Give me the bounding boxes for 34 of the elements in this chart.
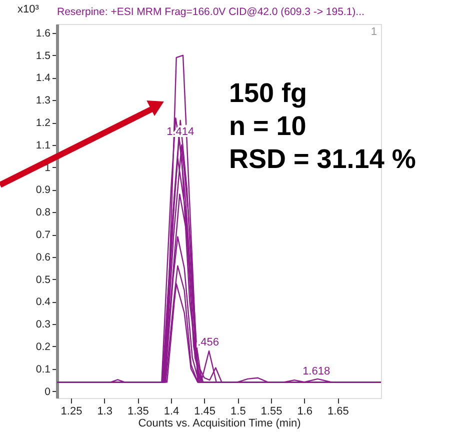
annotation: RSD = 31.14 % bbox=[229, 144, 416, 174]
annotation: 150 fg bbox=[229, 78, 308, 108]
y-tick-label: 1.4 bbox=[36, 72, 51, 84]
y-tick-label: 1.1 bbox=[36, 139, 51, 152]
x-tick-label: 1.4 bbox=[164, 406, 180, 418]
y-tick-label: 1.5 bbox=[36, 50, 51, 62]
x-axis-title: Counts vs. Acquisition Time (min) bbox=[138, 418, 301, 430]
x-tick-label: 1.6 bbox=[297, 406, 312, 418]
y-tick-label: 1.3 bbox=[36, 94, 51, 107]
annotation: 1.618 bbox=[302, 366, 330, 378]
annotation: .456 bbox=[198, 336, 220, 348]
y-tick-label: 0.2 bbox=[36, 340, 51, 353]
x-tick-label: 1.3 bbox=[97, 406, 112, 418]
x-tick-label: 1.5 bbox=[230, 406, 246, 418]
y-tick-label: 0 bbox=[44, 386, 51, 398]
y-tick-label: 1.2 bbox=[36, 117, 51, 130]
y-tick-label: 0.7 bbox=[36, 229, 51, 242]
y-tick-label: 0.5 bbox=[36, 274, 51, 286]
y-tick-label: 0.8 bbox=[36, 206, 51, 219]
y-axis-title: x10³ bbox=[18, 4, 40, 16]
y-tick-label: 0.4 bbox=[36, 296, 51, 308]
annotation: 1 bbox=[370, 26, 377, 38]
x-tick-label: 1.45 bbox=[194, 406, 216, 418]
x-tick-label: 1.35 bbox=[127, 406, 149, 418]
y-tick-label: 1.6 bbox=[36, 27, 51, 40]
x-tick-label: 1.55 bbox=[260, 406, 282, 418]
y-tick-label: 0.3 bbox=[36, 318, 51, 331]
y-tick-label: 0.9 bbox=[36, 184, 51, 196]
y-tick-label: 0.1 bbox=[36, 363, 51, 376]
chart-title: Reserpine: +ESI MRM Frag=166.0V CID@42.0 (609.3 -> 195.1)... bbox=[57, 6, 364, 18]
y-tick-label: 0.6 bbox=[36, 251, 51, 264]
x-tick-label: 1.65 bbox=[327, 406, 349, 418]
x-tick-label: 1.25 bbox=[60, 406, 82, 418]
annotation: n = 10 bbox=[229, 111, 306, 141]
